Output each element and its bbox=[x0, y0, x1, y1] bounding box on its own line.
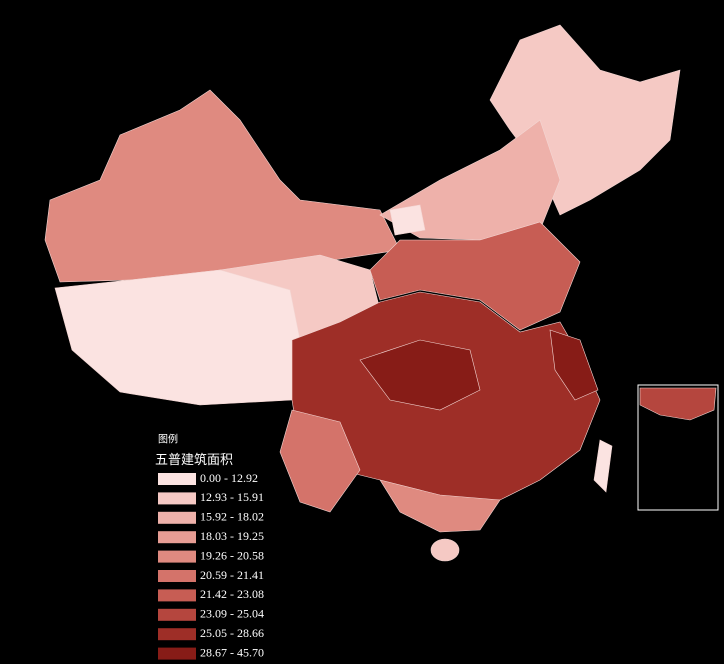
region-xinjiang bbox=[44, 89, 401, 283]
legend-swatch bbox=[158, 550, 196, 563]
region-hainan bbox=[430, 538, 460, 562]
legend-label: 23.09 - 25.04 bbox=[200, 607, 264, 621]
map bbox=[44, 24, 681, 562]
region-pale-spot bbox=[389, 204, 426, 236]
legend-swatch bbox=[158, 511, 196, 524]
region-east-coast bbox=[549, 329, 599, 401]
legend-label: 25.05 - 28.66 bbox=[200, 626, 264, 640]
legend: 0.00 - 12.92 12.93 - 15.91 15.92 - 18.02 18… bbox=[158, 471, 264, 660]
legend-heading: 图例 bbox=[158, 432, 178, 445]
legend-title: 五普建筑面积 bbox=[155, 452, 233, 467]
legend-swatch bbox=[158, 647, 196, 660]
region-inner-mongolia bbox=[379, 119, 561, 241]
legend-label: 20.59 - 21.41 bbox=[200, 568, 264, 582]
legend-label: 28.67 - 45.70 bbox=[200, 645, 264, 659]
legend-label: 19.26 - 20.58 bbox=[200, 548, 264, 562]
legend-swatch bbox=[158, 492, 196, 505]
legend-swatch bbox=[158, 589, 196, 602]
legend-label: 15.92 - 18.02 bbox=[200, 510, 264, 524]
region-south bbox=[379, 479, 501, 533]
legend-swatch bbox=[158, 570, 196, 582]
legend-label: 21.42 - 23.08 bbox=[200, 587, 264, 601]
region-taiwan bbox=[593, 439, 613, 493]
legend-label: 12.93 - 15.91 bbox=[200, 490, 264, 504]
inset-frame bbox=[637, 384, 719, 511]
legend-swatch bbox=[158, 473, 196, 485]
legend-swatch bbox=[158, 628, 196, 641]
region-yangtze bbox=[359, 339, 481, 411]
legend-label: 18.03 - 19.25 bbox=[200, 529, 264, 543]
region-north-plain bbox=[369, 221, 581, 331]
legend-swatch bbox=[158, 608, 196, 621]
legend-label: 0.00 - 12.92 bbox=[200, 471, 258, 485]
region-yunnan bbox=[279, 409, 361, 513]
legend-swatch bbox=[158, 531, 196, 544]
inset-region bbox=[639, 387, 717, 421]
